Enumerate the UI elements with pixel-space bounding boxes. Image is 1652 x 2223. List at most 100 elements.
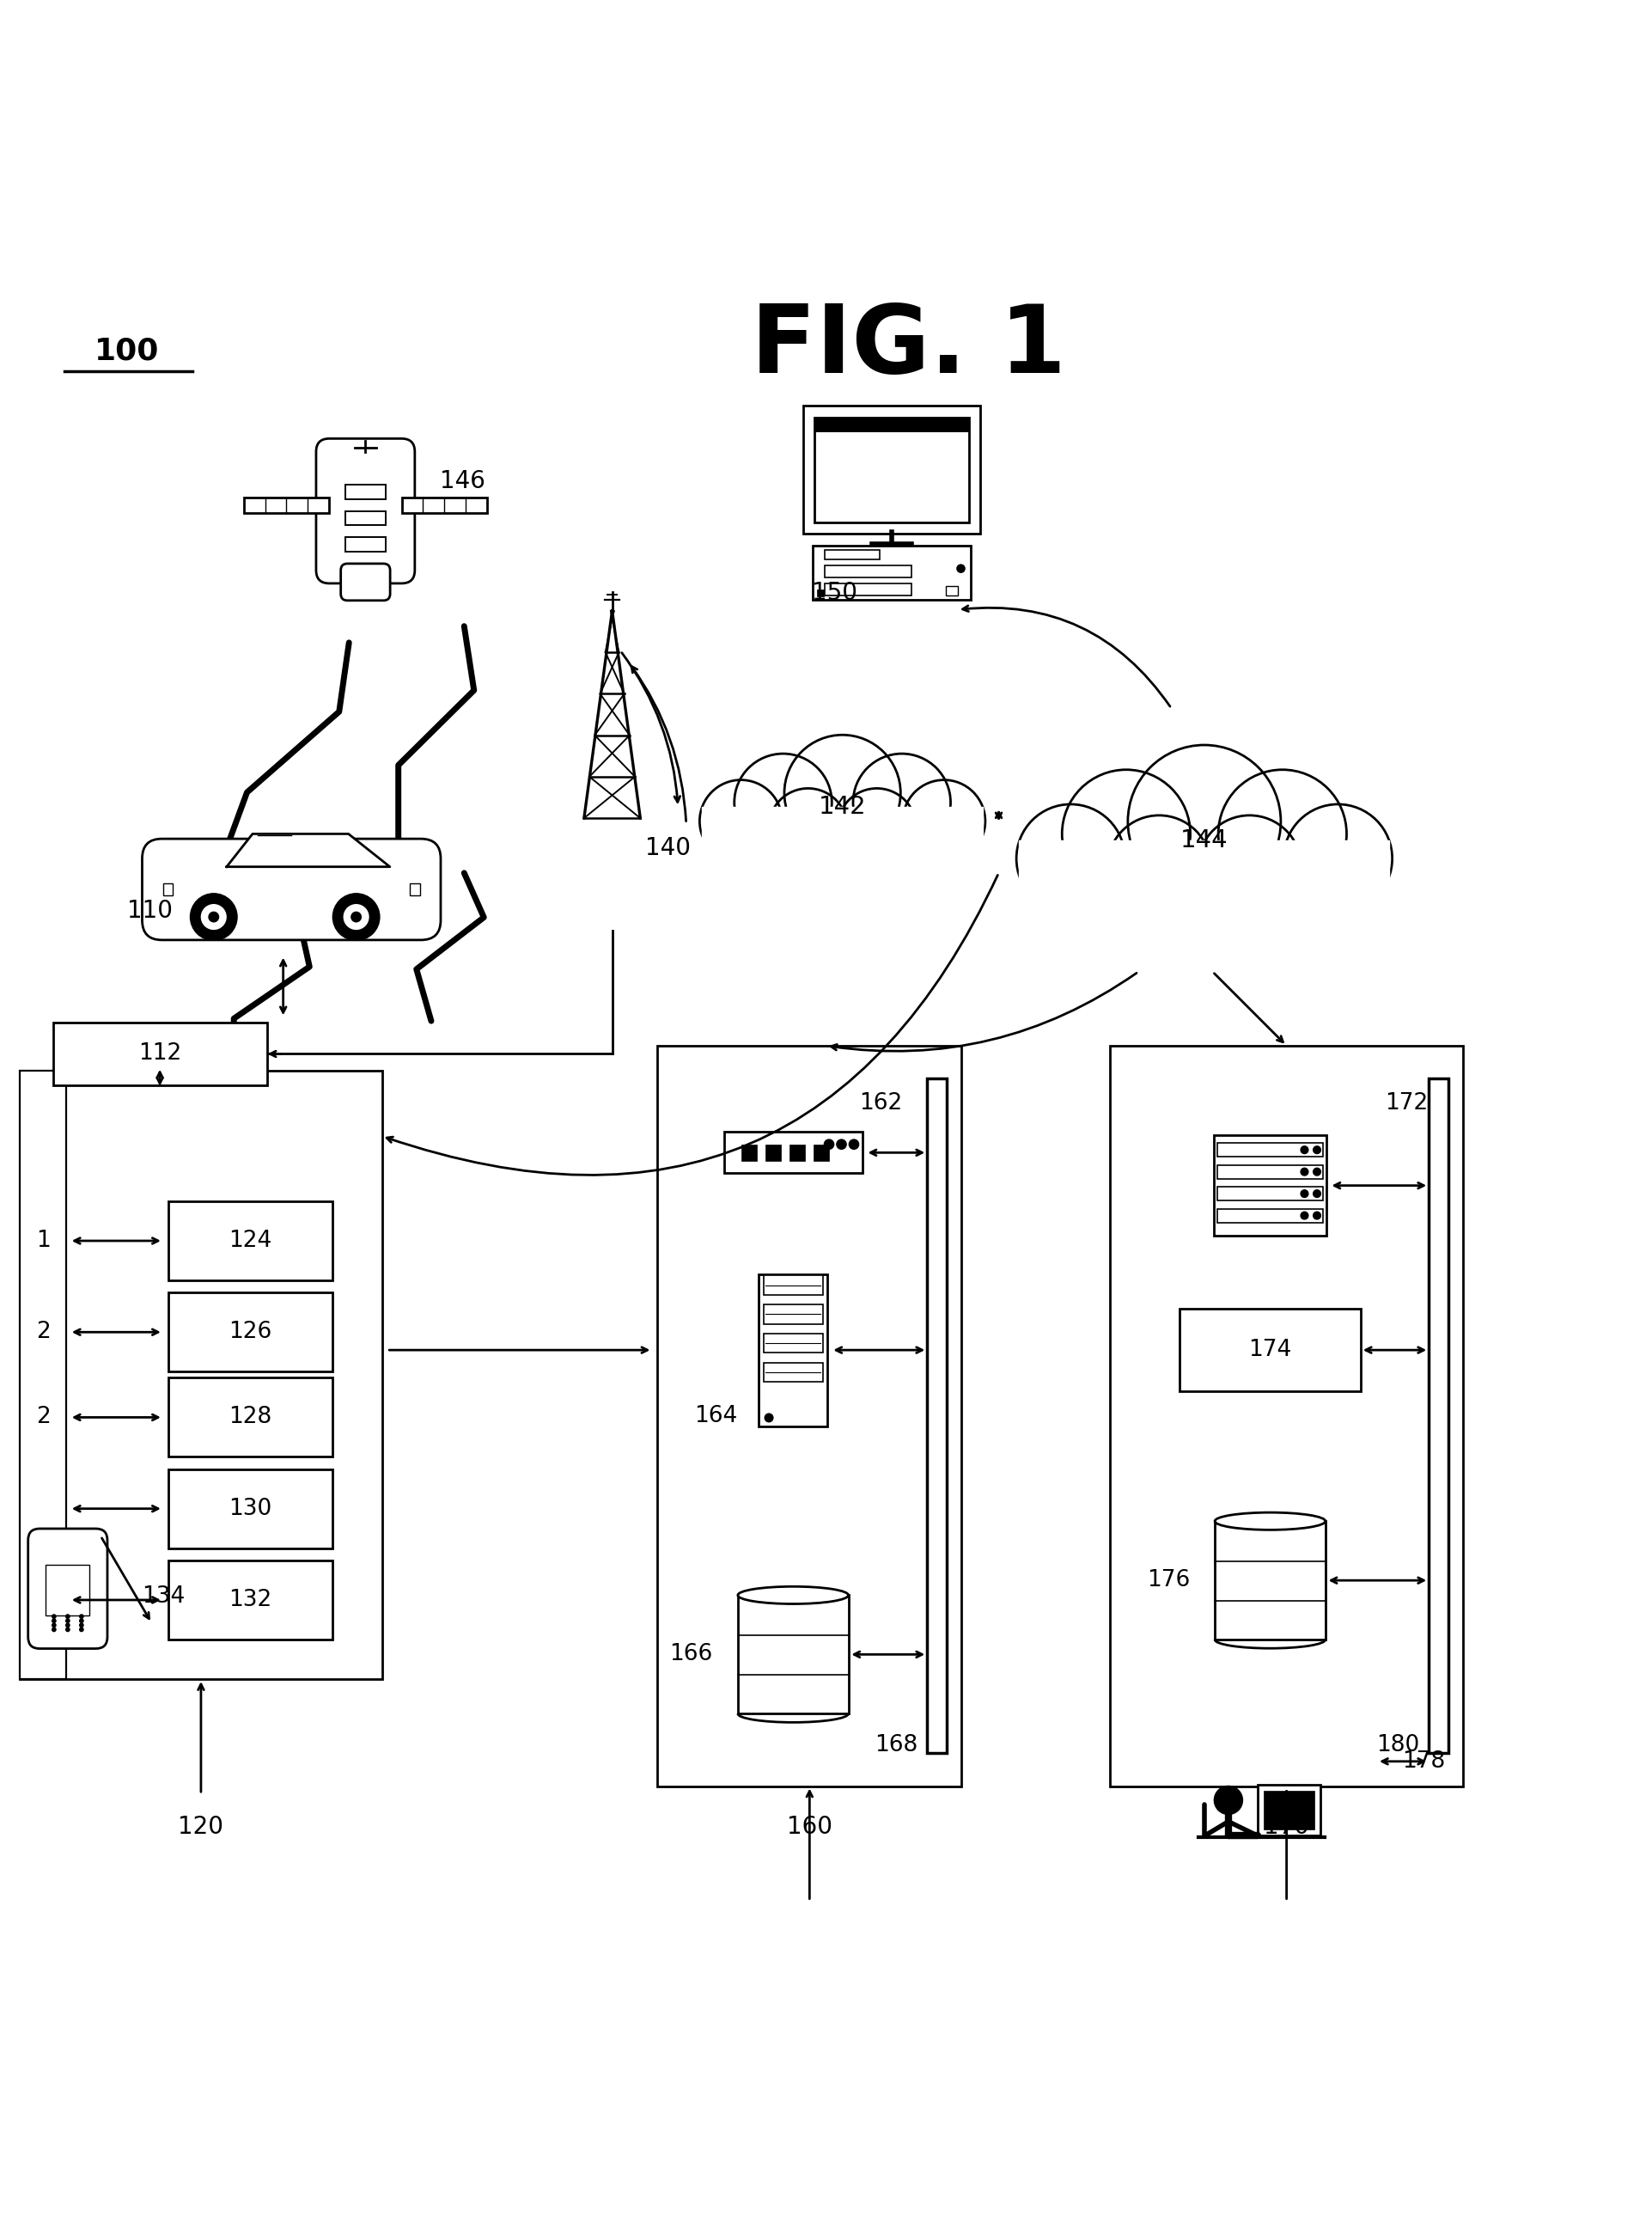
Circle shape (838, 789, 917, 867)
Bar (803, 405, 981, 534)
Circle shape (352, 911, 362, 923)
FancyBboxPatch shape (142, 838, 441, 940)
Text: 132: 132 (228, 1589, 273, 1612)
Bar (814, 418, 968, 431)
Text: 144: 144 (1181, 827, 1227, 851)
Text: 180: 180 (1376, 1734, 1419, 1756)
Circle shape (1300, 1189, 1308, 1198)
Circle shape (53, 1614, 56, 1618)
Circle shape (1300, 1212, 1308, 1218)
Bar (164, 883, 173, 896)
Bar (758, 1274, 828, 1427)
Circle shape (1313, 1212, 1320, 1218)
Bar (1110, 1045, 1464, 1785)
Text: 150: 150 (811, 580, 857, 605)
Text: 112: 112 (139, 1043, 182, 1065)
Text: 164: 164 (694, 1405, 737, 1427)
Circle shape (53, 1618, 56, 1623)
Circle shape (66, 1618, 69, 1623)
Text: 140: 140 (644, 836, 691, 860)
Circle shape (79, 1623, 83, 1627)
Circle shape (765, 1414, 773, 1423)
Circle shape (208, 911, 218, 923)
Text: 134: 134 (142, 1585, 185, 1607)
Circle shape (1198, 816, 1302, 918)
Ellipse shape (738, 1587, 849, 1605)
Text: 170: 170 (1264, 1816, 1310, 1838)
Text: 1: 1 (36, 1229, 50, 1252)
Circle shape (344, 905, 368, 929)
Circle shape (66, 1623, 69, 1627)
Circle shape (852, 754, 950, 851)
Bar (1218, 1209, 1323, 1223)
Circle shape (66, 1627, 69, 1632)
Bar (702, 807, 983, 869)
Bar (824, 549, 881, 560)
Bar (814, 418, 968, 522)
Text: 160: 160 (786, 1816, 833, 1838)
Text: 168: 168 (874, 1734, 917, 1756)
Ellipse shape (1247, 1616, 1292, 1663)
Polygon shape (226, 834, 390, 867)
Circle shape (1214, 1785, 1242, 1814)
Bar (1218, 1143, 1323, 1156)
Bar (1257, 1785, 1320, 1836)
Text: 130: 130 (228, 1498, 273, 1521)
Bar (1214, 1136, 1327, 1236)
Bar (1019, 840, 1389, 920)
Text: 162: 162 (859, 1091, 902, 1114)
Bar (1214, 1521, 1325, 1641)
Circle shape (1016, 805, 1125, 914)
Text: 146: 146 (439, 469, 486, 494)
Ellipse shape (771, 1689, 816, 1738)
FancyBboxPatch shape (28, 1529, 107, 1649)
Bar (738, 1596, 849, 1714)
Text: 100: 100 (94, 336, 159, 367)
Circle shape (332, 894, 380, 940)
Bar (927, 1078, 947, 1754)
Circle shape (902, 780, 985, 863)
Text: 126: 126 (228, 1320, 273, 1343)
Text: 172: 172 (1386, 1091, 1429, 1114)
Bar (790, 1145, 805, 1160)
Bar (53, 1023, 266, 1085)
Bar (816, 589, 824, 596)
Circle shape (79, 1618, 83, 1623)
Text: 174: 174 (1249, 1338, 1292, 1360)
Circle shape (700, 780, 781, 863)
Ellipse shape (1214, 1512, 1325, 1529)
Bar (1218, 1165, 1323, 1178)
Bar (169, 1561, 332, 1641)
Bar (742, 1145, 757, 1160)
Bar (824, 565, 912, 578)
Circle shape (202, 905, 226, 929)
Bar (763, 1276, 823, 1294)
Bar (763, 1334, 823, 1354)
Text: 2: 2 (36, 1320, 50, 1343)
Circle shape (1284, 805, 1393, 914)
Circle shape (1128, 745, 1280, 898)
Circle shape (79, 1627, 83, 1632)
Circle shape (849, 1140, 859, 1149)
FancyBboxPatch shape (316, 438, 415, 582)
Bar (410, 883, 420, 896)
Bar (765, 1145, 781, 1160)
Bar (345, 485, 385, 500)
Bar (657, 1045, 961, 1785)
Bar (401, 498, 487, 514)
Bar (763, 1363, 823, 1383)
Text: 176: 176 (1146, 1569, 1189, 1592)
Bar (813, 547, 971, 600)
Circle shape (836, 1140, 846, 1149)
FancyBboxPatch shape (340, 565, 390, 600)
Bar (824, 582, 912, 596)
Bar (345, 538, 385, 551)
Circle shape (66, 1614, 69, 1618)
Text: 166: 166 (669, 1643, 714, 1665)
Circle shape (79, 1614, 83, 1618)
Circle shape (1313, 1167, 1320, 1176)
Circle shape (1107, 816, 1211, 918)
Circle shape (957, 565, 965, 574)
Text: 178: 178 (1401, 1750, 1446, 1772)
Text: 124: 124 (228, 1229, 273, 1252)
